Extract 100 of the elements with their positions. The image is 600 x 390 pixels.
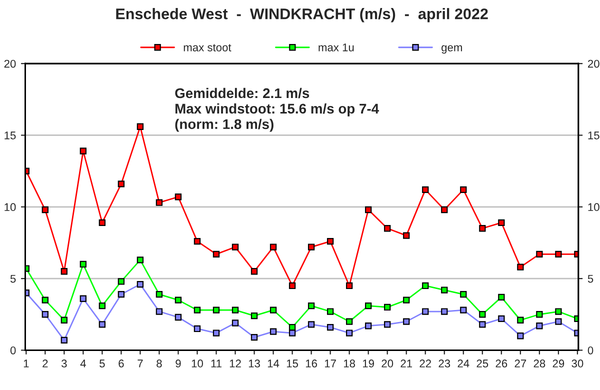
x-tick-label: 8 — [156, 360, 162, 368]
point — [98, 302, 106, 310]
point — [403, 296, 410, 304]
point — [536, 322, 543, 330]
legend-label: max 1u — [318, 44, 354, 52]
point — [288, 282, 296, 290]
point — [80, 148, 87, 154]
point — [498, 294, 505, 301]
point — [174, 194, 182, 200]
y-tick-label: 15 — [4, 132, 16, 140]
x-tick-label: 5 — [100, 360, 105, 368]
x-tick-label: 29 — [552, 360, 564, 368]
point — [42, 296, 48, 304]
point — [365, 302, 372, 310]
point — [98, 321, 106, 328]
point — [156, 290, 163, 298]
point — [194, 238, 201, 245]
point — [536, 250, 543, 258]
point — [156, 308, 163, 315]
point — [517, 264, 524, 270]
x-tick-label: 28 — [534, 360, 546, 368]
x-tick-label: 2 — [42, 360, 48, 368]
point — [308, 302, 315, 310]
point — [288, 330, 296, 336]
point — [460, 290, 467, 298]
point — [517, 332, 524, 340]
point — [479, 321, 486, 328]
point — [98, 219, 106, 226]
point — [441, 206, 448, 214]
y2-tick-label: 20 — [588, 60, 600, 68]
point — [326, 238, 334, 245]
point — [365, 206, 372, 214]
point — [250, 334, 258, 341]
point — [80, 295, 87, 302]
point — [156, 199, 163, 206]
point — [174, 296, 182, 304]
point — [42, 206, 48, 214]
point — [365, 322, 372, 330]
y-tick-label: 0 — [10, 346, 16, 354]
x-tick-label: 12 — [230, 360, 241, 368]
point — [326, 324, 334, 331]
point — [555, 318, 562, 325]
x-tick-label: 25 — [476, 360, 488, 368]
point — [403, 318, 410, 325]
point — [384, 225, 391, 232]
x-tick-label: 7 — [138, 360, 143, 368]
point — [422, 308, 429, 315]
legend-label: gem — [442, 45, 462, 54]
point — [403, 232, 410, 239]
point — [555, 250, 562, 258]
point — [308, 321, 315, 328]
point — [479, 311, 486, 318]
annotation: Gemiddelde: 2.1 m/s Max windstoot: 15.6 m/s op 7-4 (norm: 1.8 m/s) — [175, 88, 380, 132]
point — [212, 330, 220, 336]
y-tick-label: 5 — [10, 274, 16, 283]
point — [212, 306, 220, 314]
legend-label: max stoot — [184, 44, 232, 52]
point — [308, 244, 315, 250]
x-tick-label: 19 — [363, 360, 374, 368]
x-tick-label: 14 — [268, 360, 280, 368]
point — [80, 260, 87, 268]
point — [270, 306, 277, 314]
point — [194, 306, 201, 314]
x-tick-label: 13 — [248, 360, 260, 368]
point — [384, 321, 391, 328]
point — [194, 325, 201, 332]
x-tick-label: 17 — [324, 360, 336, 368]
y2-tick-label: 0 — [588, 346, 594, 354]
y2-tick-label: 10 — [588, 203, 600, 212]
point — [250, 268, 258, 275]
point — [232, 320, 239, 326]
point — [60, 316, 68, 324]
point — [346, 330, 353, 336]
point — [441, 308, 448, 315]
point — [250, 312, 258, 320]
point — [384, 304, 391, 311]
x-tick-label: 4 — [80, 360, 86, 368]
point — [536, 311, 543, 318]
point — [136, 123, 144, 130]
point — [422, 186, 429, 194]
x-tick-label: 30 — [572, 360, 584, 368]
x-tick-label: 21 — [400, 360, 412, 368]
point — [60, 336, 68, 344]
point — [60, 268, 68, 275]
x-tick-label: 18 — [344, 360, 356, 368]
y2-tick-label: 15 — [588, 132, 600, 140]
y2-tick-label: 5 — [588, 274, 594, 283]
x-tick-label: 26 — [496, 360, 508, 368]
point — [346, 282, 353, 290]
point — [441, 286, 448, 294]
x-tick-label: 1 — [24, 360, 29, 368]
x-tick-label: 16 — [306, 360, 317, 368]
point — [460, 186, 467, 194]
point — [118, 290, 125, 298]
point — [270, 328, 277, 335]
point — [174, 314, 182, 321]
point — [136, 280, 144, 288]
x-tick-label: 22 — [420, 360, 431, 368]
x-tick-label: 3 — [62, 360, 67, 368]
point — [479, 225, 486, 232]
